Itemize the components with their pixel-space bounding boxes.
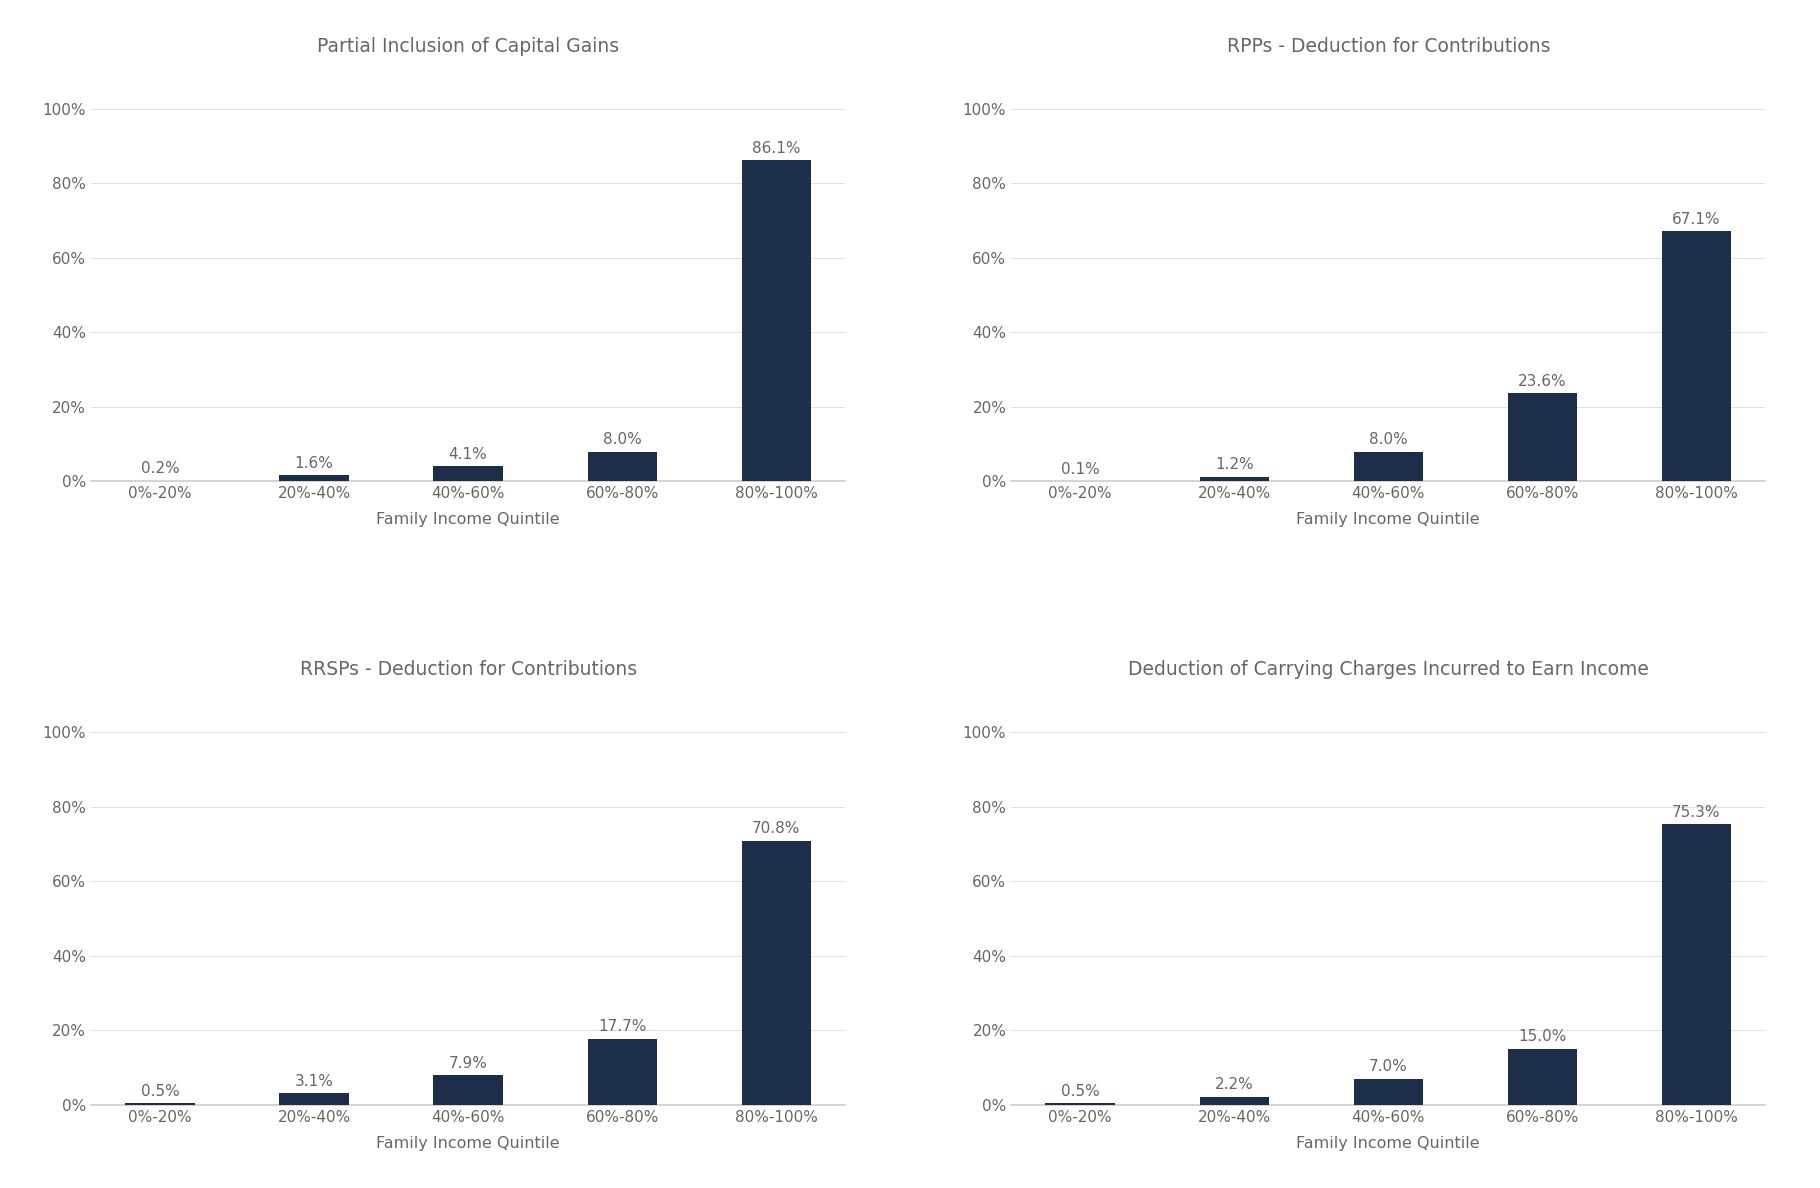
Bar xyxy=(1199,476,1269,481)
Text: 7.9%: 7.9% xyxy=(450,1056,488,1070)
Text: 0.5%: 0.5% xyxy=(1061,1083,1099,1099)
Title: Partial Inclusion of Capital Gains: Partial Inclusion of Capital Gains xyxy=(317,37,619,56)
Text: 7.0%: 7.0% xyxy=(1369,1060,1407,1074)
Bar xyxy=(588,451,657,481)
Text: 8.0%: 8.0% xyxy=(602,432,642,447)
Bar xyxy=(1354,1079,1423,1105)
Bar xyxy=(1507,393,1578,481)
Text: 75.3%: 75.3% xyxy=(1673,804,1720,820)
Text: 1.6%: 1.6% xyxy=(295,456,333,470)
Text: 17.7%: 17.7% xyxy=(599,1019,646,1035)
Text: 8.0%: 8.0% xyxy=(1369,432,1407,447)
Bar xyxy=(278,475,349,481)
Bar xyxy=(1662,824,1731,1105)
Text: 86.1%: 86.1% xyxy=(752,141,801,156)
Bar xyxy=(741,160,812,481)
Bar xyxy=(1199,1097,1269,1105)
Text: 2.2%: 2.2% xyxy=(1214,1078,1254,1092)
Bar xyxy=(433,466,502,481)
Title: RRSPs - Deduction for Contributions: RRSPs - Deduction for Contributions xyxy=(300,661,637,680)
Bar xyxy=(278,1093,349,1105)
Bar xyxy=(1507,1049,1578,1105)
X-axis label: Family Income Quintile: Family Income Quintile xyxy=(1296,512,1480,527)
Text: 0.2%: 0.2% xyxy=(140,461,180,476)
Title: RPPs - Deduction for Contributions: RPPs - Deduction for Contributions xyxy=(1227,37,1551,56)
Text: 0.5%: 0.5% xyxy=(140,1083,180,1099)
Text: 23.6%: 23.6% xyxy=(1518,374,1567,388)
Text: 0.1%: 0.1% xyxy=(1061,462,1099,476)
Text: 15.0%: 15.0% xyxy=(1518,1030,1567,1044)
Bar xyxy=(1354,451,1423,481)
Title: Deduction of Carrying Charges Incurred to Earn Income: Deduction of Carrying Charges Incurred t… xyxy=(1128,661,1649,680)
X-axis label: Family Income Quintile: Family Income Quintile xyxy=(377,1136,561,1151)
Bar xyxy=(588,1038,657,1105)
Text: 70.8%: 70.8% xyxy=(752,821,801,836)
Bar xyxy=(1045,1102,1116,1105)
Bar xyxy=(126,1102,195,1105)
Text: 4.1%: 4.1% xyxy=(450,447,488,462)
Text: 3.1%: 3.1% xyxy=(295,1074,333,1089)
X-axis label: Family Income Quintile: Family Income Quintile xyxy=(377,512,561,527)
Bar xyxy=(741,841,812,1105)
X-axis label: Family Income Quintile: Family Income Quintile xyxy=(1296,1136,1480,1151)
Bar xyxy=(1662,232,1731,481)
Text: 67.1%: 67.1% xyxy=(1673,211,1720,227)
Text: 1.2%: 1.2% xyxy=(1214,457,1254,473)
Bar xyxy=(433,1075,502,1105)
